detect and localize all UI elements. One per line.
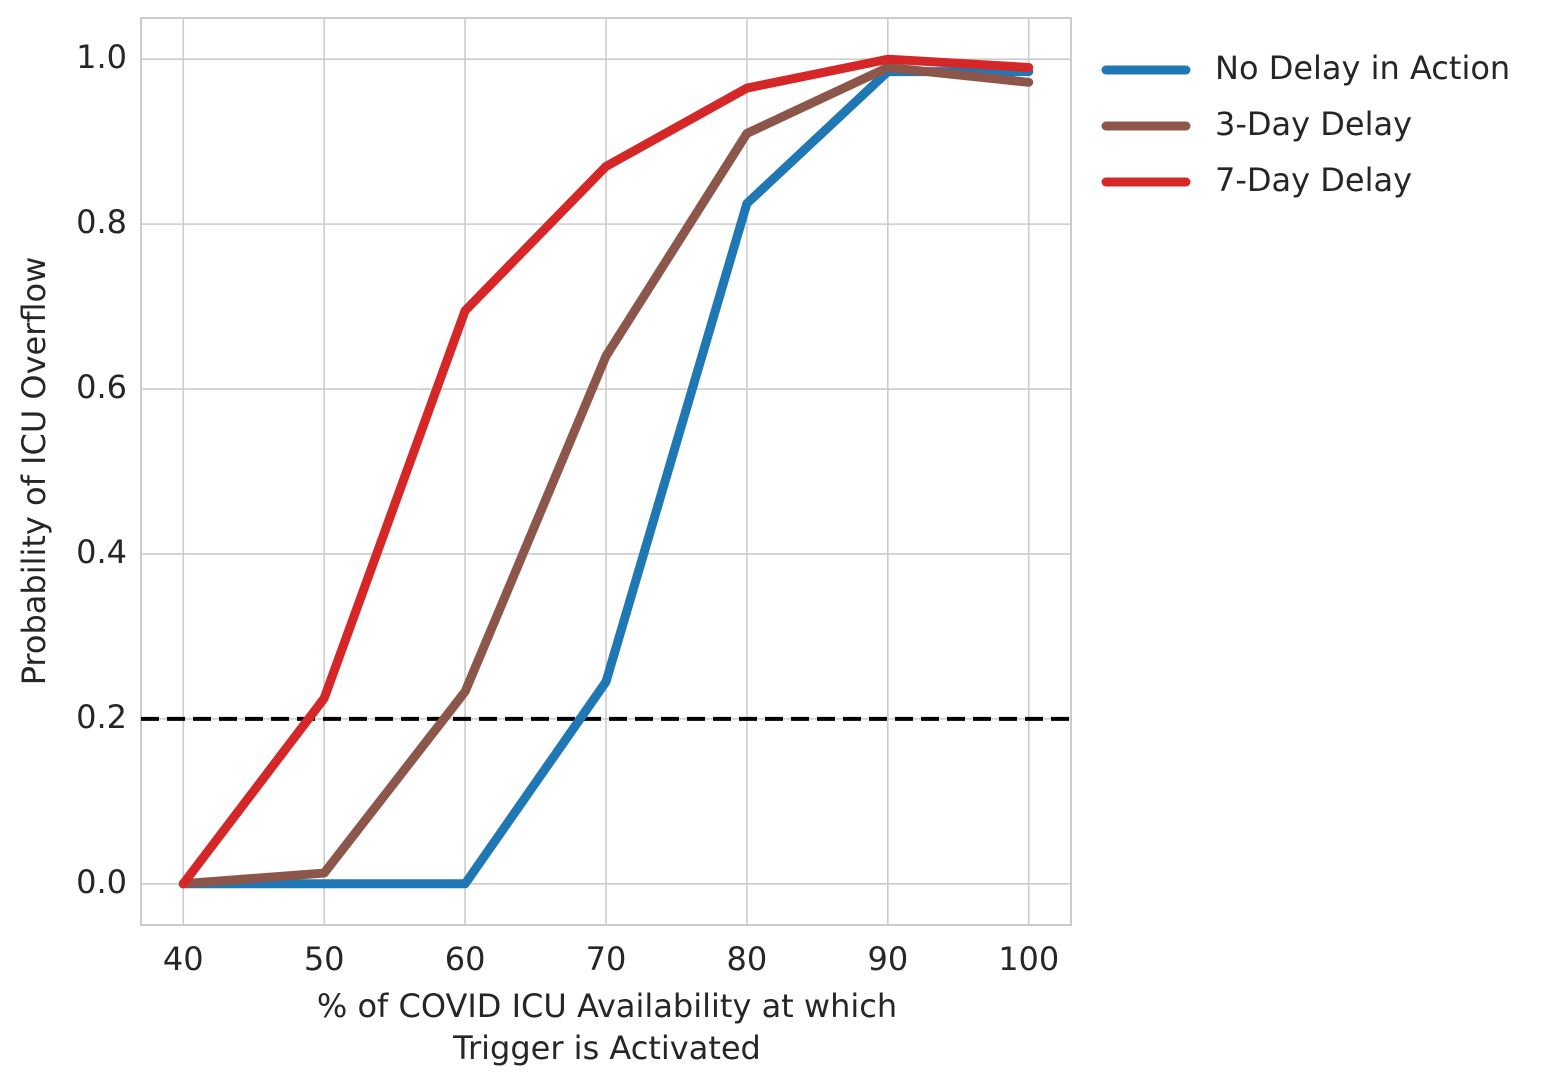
x-axis-label: Trigger is Activated	[452, 1029, 761, 1067]
y-tick-label: 0.2	[76, 698, 127, 736]
series-line	[178, 54, 1034, 889]
x-tick-label: 80	[727, 940, 768, 978]
x-tick-label: 70	[586, 940, 627, 978]
x-tick-label: 60	[445, 940, 486, 978]
y-tick-label: 0.8	[76, 203, 127, 241]
y-tick-label: 0.6	[76, 368, 127, 406]
legend-label: 3-Day Delay	[1215, 105, 1412, 143]
x-tick-label: 40	[163, 940, 204, 978]
y-tick-label: 0.0	[76, 863, 127, 901]
x-axis-label: % of COVID ICU Availability at which	[317, 987, 897, 1025]
x-tick-label: 90	[867, 940, 908, 978]
legend-label: No Delay in Action	[1215, 49, 1510, 87]
y-axis-label: Probability of ICU Overflow	[15, 257, 53, 686]
y-tick-label: 1.0	[76, 38, 127, 76]
x-tick-label: 50	[304, 940, 345, 978]
x-tick-label: 100	[998, 940, 1059, 978]
legend-label: 7-Day Delay	[1215, 161, 1412, 199]
y-tick-label: 0.4	[76, 533, 127, 571]
series-line	[178, 62, 1034, 889]
